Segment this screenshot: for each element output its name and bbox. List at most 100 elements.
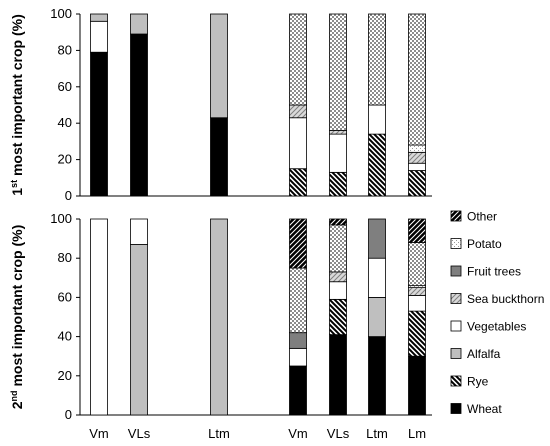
bar-segment-potato bbox=[408, 144, 426, 153]
bar-segment-sea-buckthorn bbox=[289, 104, 307, 119]
legend-swatch bbox=[450, 320, 462, 332]
bar-segment-other-crops-checkered- bbox=[368, 13, 386, 106]
chart-panel-2: 0 20 40 60 80 100 2nd most important crop (%) V… bbox=[9, 211, 432, 441]
y-axis-label: 2nd most important crop (%) bbox=[9, 225, 25, 409]
bar-segment-fruit-trees bbox=[289, 332, 307, 349]
bar-segment-rye bbox=[289, 168, 307, 197]
bar-segment-wheat bbox=[368, 336, 386, 416]
legend-label: Alfalfa bbox=[467, 347, 501, 361]
bar-segment-vegetables bbox=[329, 133, 347, 173]
bar-stack-vm-1 bbox=[90, 218, 108, 416]
bar-segment-vegetables bbox=[289, 347, 307, 367]
x-tick-label: Vm bbox=[89, 426, 109, 441]
bar-segment-sea-buckthorn bbox=[329, 271, 347, 283]
x-tick-label: Ltm bbox=[208, 426, 230, 441]
legend-swatch bbox=[450, 238, 462, 249]
y-tick-label: 0 bbox=[65, 188, 72, 203]
bar-stack-ltm-6 bbox=[368, 218, 386, 416]
chart-panel-1: 0 20 40 60 80 100 1st most important crop (%) bbox=[9, 6, 432, 203]
y-tick-label: 0 bbox=[65, 407, 72, 422]
legend-swatch bbox=[450, 348, 462, 359]
bar-segment-rye bbox=[408, 170, 426, 197]
bar-segment-wheat bbox=[289, 365, 307, 416]
legend-item-alfalfa: Alfalfa bbox=[450, 347, 501, 361]
bar-stack-ltm-6 bbox=[368, 13, 386, 197]
y-tick-label: 40 bbox=[58, 329, 72, 344]
bar-segment-vegetables bbox=[368, 257, 386, 298]
bar-stack-lm-7 bbox=[408, 218, 426, 416]
bar-segment-alfalfa bbox=[368, 296, 386, 337]
bar-segment-alfalfa bbox=[210, 218, 228, 416]
x-tick-label: Vm bbox=[288, 426, 308, 441]
bar-stack-vls-5 bbox=[329, 13, 347, 197]
y-tick-label: 100 bbox=[50, 211, 72, 226]
bar-segment-rye bbox=[329, 171, 347, 197]
y-tick-label: 80 bbox=[58, 42, 72, 57]
x-tick-label: VLs bbox=[327, 426, 350, 441]
legend-label: Other bbox=[467, 210, 497, 224]
bar-segment-other-crops-checkered- bbox=[329, 224, 347, 273]
y-axis-label: 1st most important crop (%) bbox=[9, 14, 25, 195]
legend-label: Sea buckthorn bbox=[467, 292, 544, 306]
y-tick-label: 60 bbox=[58, 289, 72, 304]
bar-stack-ltm-3 bbox=[210, 218, 228, 416]
bar-segment-other-crops-checkered- bbox=[408, 13, 426, 146]
legend-item-seabuck: Sea buckthorn bbox=[450, 292, 544, 306]
bar-segment-wheat bbox=[329, 334, 347, 416]
legend-label: Vegetables bbox=[467, 320, 526, 334]
legend-swatch bbox=[450, 265, 462, 277]
bar-stack-vm-4 bbox=[289, 13, 307, 197]
bar-segment-other-crops-checkered- bbox=[408, 242, 426, 287]
bar-segment-other bbox=[408, 218, 426, 243]
bar-stack-lm-7 bbox=[408, 13, 426, 197]
y-tick-label: 20 bbox=[58, 152, 72, 167]
y-tick-label: 20 bbox=[58, 368, 72, 383]
legend-item-veg: Vegetables bbox=[450, 320, 526, 334]
bar-segment-alfalfa-small-segment- bbox=[130, 13, 148, 35]
bar-segment-rye bbox=[368, 133, 386, 197]
bar-segment-other-crops-checkered- bbox=[289, 267, 307, 334]
legend-item-fruit: Fruit trees bbox=[450, 265, 521, 279]
bar-stack-vls-2 bbox=[130, 13, 148, 197]
bar-segment-fruit-trees bbox=[368, 218, 386, 259]
bar-stack-vm-1 bbox=[90, 13, 108, 197]
bar-segment-vegetables bbox=[408, 295, 426, 312]
bar-segment-wheat bbox=[210, 117, 228, 197]
legend-swatch bbox=[450, 210, 462, 222]
bar-segment-alfalfa-small-segment- bbox=[90, 13, 108, 22]
bar-stack-vm-4 bbox=[289, 218, 307, 416]
bar-segment-wheat bbox=[130, 33, 148, 197]
legend-swatch bbox=[450, 375, 462, 387]
bar-segment-wheat bbox=[90, 51, 108, 197]
bar-segment-vegetables bbox=[130, 218, 148, 245]
y-tick-label: 80 bbox=[58, 250, 72, 265]
bar-segment-sea-buckthorn bbox=[408, 287, 426, 296]
legend-label: Potato bbox=[467, 237, 502, 251]
legend-swatch bbox=[450, 293, 462, 304]
y-tick-label: 40 bbox=[58, 115, 72, 130]
bar-stack-vls-2 bbox=[130, 218, 148, 416]
bar-segment-other-crops-checkered- bbox=[329, 13, 347, 131]
bar-stack-vls-5 bbox=[329, 218, 347, 416]
legend-item-rye: Rye bbox=[450, 375, 489, 389]
y-tick-label: 60 bbox=[58, 79, 72, 94]
legend-label: Fruit trees bbox=[467, 265, 521, 279]
bar-segment-other bbox=[329, 218, 347, 226]
legend-swatch bbox=[450, 403, 462, 414]
bar-segment-vegetables bbox=[90, 20, 108, 53]
bar-segment-vegetables bbox=[408, 162, 426, 171]
legend-item-potato: Potato bbox=[450, 237, 502, 251]
bar-segment-vegetables bbox=[329, 281, 347, 300]
x-tick-label: Ltm bbox=[366, 426, 388, 441]
bar-segment-vegetables bbox=[368, 104, 386, 135]
legend-label: Wheat bbox=[467, 402, 502, 416]
y-tick-label: 100 bbox=[50, 6, 72, 21]
bar-segment-sea-buckthorn bbox=[408, 151, 426, 164]
bar-segment-other bbox=[289, 218, 307, 269]
bar-segment-other-crops-checkered- bbox=[289, 13, 307, 106]
bar-segment-wheat bbox=[408, 355, 426, 416]
bar-stack-ltm-3 bbox=[210, 13, 228, 197]
x-tick-label: Lm bbox=[408, 426, 426, 441]
legend-item-other: Other bbox=[450, 210, 497, 224]
